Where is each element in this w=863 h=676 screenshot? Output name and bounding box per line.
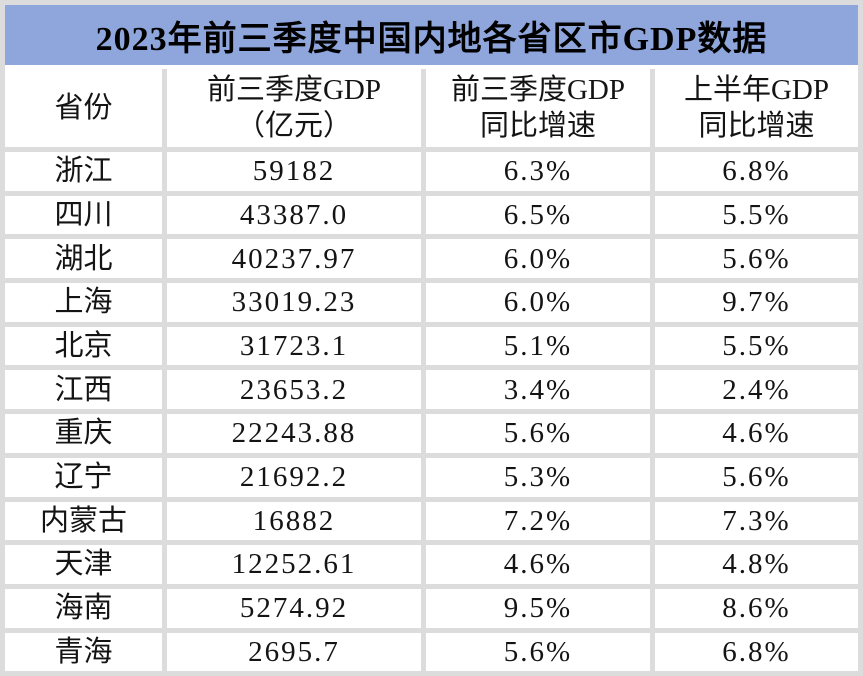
cell-q3-growth: 6.5% xyxy=(426,195,650,235)
cell-province: 天津 xyxy=(5,545,162,584)
cell-q3-growth: 6.3% xyxy=(426,152,650,191)
cell-gdp: 2695.7 xyxy=(167,632,421,671)
cell-gdp: 33019.23 xyxy=(167,283,421,322)
cell-h1-growth: 6.8% xyxy=(655,152,858,191)
cell-gdp: 23653.2 xyxy=(167,370,421,410)
cell-q3-growth: 5.1% xyxy=(426,326,650,366)
cell-gdp: 43387.0 xyxy=(167,195,421,235)
cell-h1-growth: 5.5% xyxy=(655,195,858,235)
table-title: 2023年前三季度中国内地各省区市GDP数据 xyxy=(5,5,858,65)
cell-province: 内蒙古 xyxy=(5,501,162,541)
cell-q3-growth: 6.0% xyxy=(426,283,650,322)
cell-province: 重庆 xyxy=(5,414,162,453)
cell-q3-growth: 9.5% xyxy=(426,588,650,628)
cell-q3-growth: 5.3% xyxy=(426,457,650,497)
col-header-h1-growth: 上半年GDP 同比增速 xyxy=(655,69,858,147)
col-header-province: 省份 xyxy=(5,69,162,147)
cell-q3-growth: 4.6% xyxy=(426,545,650,584)
cell-q3-growth: 3.4% xyxy=(426,370,650,410)
cell-gdp: 16882 xyxy=(167,501,421,541)
col-header-gdp: 前三季度GDP （亿元） xyxy=(167,69,421,147)
cell-gdp: 21692.2 xyxy=(167,457,421,497)
col-header-q3-growth: 前三季度GDP 同比增速 xyxy=(426,69,650,147)
cell-gdp: 31723.1 xyxy=(167,326,421,366)
cell-q3-growth: 7.2% xyxy=(426,501,650,541)
cell-province: 四川 xyxy=(5,195,162,235)
cell-h1-growth: 4.6% xyxy=(655,414,858,453)
cell-h1-growth: 4.8% xyxy=(655,545,858,584)
cell-h1-growth: 5.6% xyxy=(655,457,858,497)
cell-province: 青海 xyxy=(5,632,162,671)
cell-gdp: 12252.61 xyxy=(167,545,421,584)
cell-q3-growth: 6.0% xyxy=(426,239,650,279)
cell-h1-growth: 5.6% xyxy=(655,239,858,279)
cell-h1-growth: 5.5% xyxy=(655,326,858,366)
cell-gdp: 59182 xyxy=(167,152,421,191)
cell-h1-growth: 9.7% xyxy=(655,283,858,322)
cell-h1-growth: 2.4% xyxy=(655,370,858,410)
cell-gdp: 5274.92 xyxy=(167,588,421,628)
cell-province: 江西 xyxy=(5,370,162,410)
cell-province: 浙江 xyxy=(5,152,162,191)
cell-q3-growth: 5.6% xyxy=(426,632,650,671)
cell-gdp: 22243.88 xyxy=(167,414,421,453)
cell-q3-growth: 5.6% xyxy=(426,414,650,453)
cell-gdp: 40237.97 xyxy=(167,239,421,279)
gdp-table: 省份 前三季度GDP （亿元） 前三季度GDP 同比增速 上半年GDP 同比增速… xyxy=(5,69,858,671)
cell-h1-growth: 8.6% xyxy=(655,588,858,628)
cell-province: 辽宁 xyxy=(5,457,162,497)
cell-h1-growth: 6.8% xyxy=(655,632,858,671)
cell-province: 海南 xyxy=(5,588,162,628)
cell-province: 北京 xyxy=(5,326,162,366)
cell-province: 湖北 xyxy=(5,239,162,279)
cell-province: 上海 xyxy=(5,283,162,322)
cell-h1-growth: 7.3% xyxy=(655,501,858,541)
